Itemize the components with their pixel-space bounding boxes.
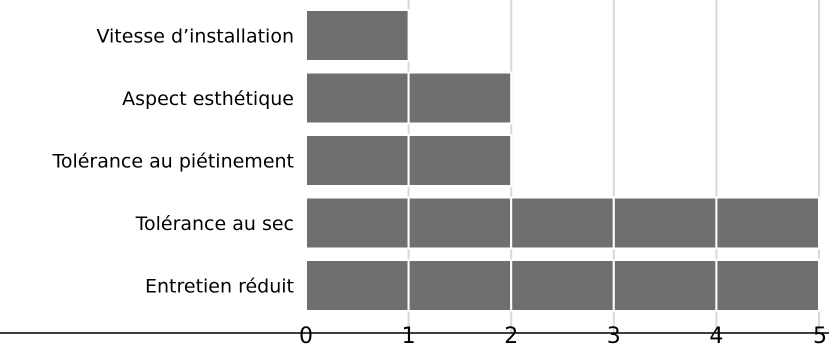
bar	[305, 196, 821, 250]
category-label: Tolérance au sec	[135, 213, 294, 235]
x-tick-label: 3	[607, 324, 621, 345]
bar-segment	[715, 196, 821, 250]
x-tick-label: 0	[299, 324, 313, 345]
bar-segment	[510, 196, 615, 250]
bar-segment	[407, 196, 513, 250]
bar-segment	[612, 196, 718, 250]
x-tick-label: 2	[504, 324, 518, 345]
bar-segment	[612, 259, 718, 312]
label-layer: Vitesse d’installation Aspect esthétique T…	[51, 26, 827, 350]
bar-segment	[407, 71, 513, 125]
bar-segment	[407, 134, 513, 187]
bar-segment	[407, 259, 513, 312]
bar-segment	[305, 71, 410, 125]
category-label: Tolérance au piétinement	[51, 151, 294, 173]
category-label: Aspect esthétique	[122, 88, 294, 110]
category-label: Vitesse d’installation	[96, 26, 294, 48]
bar	[305, 259, 821, 312]
bar-segment	[305, 259, 410, 312]
bar	[305, 134, 513, 187]
bar-segment	[305, 196, 410, 250]
bar-segment	[715, 259, 821, 312]
bar-segment	[510, 259, 615, 312]
x-tick-label: 4	[709, 324, 723, 345]
category-label: Entretien réduit	[145, 276, 294, 298]
bar	[305, 9, 410, 62]
x-tick-label: 5	[813, 324, 827, 345]
bar-layer	[305, 9, 821, 312]
bar	[305, 71, 513, 125]
bar-segment	[305, 9, 410, 62]
bar-segment	[305, 134, 410, 187]
x-tick-label: 1	[402, 324, 416, 345]
